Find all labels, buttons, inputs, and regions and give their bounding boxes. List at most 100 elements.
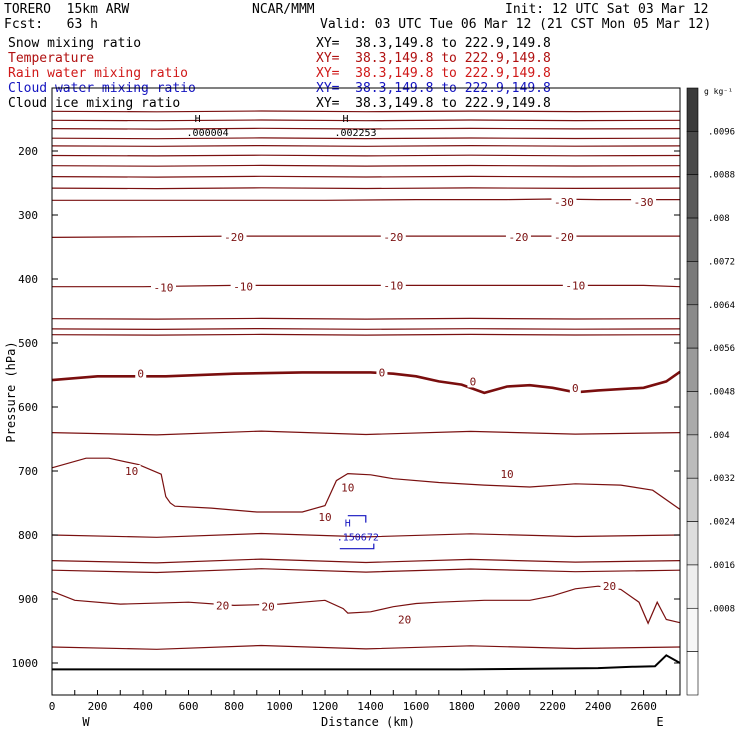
x-tick-label: 2000	[494, 700, 521, 713]
isotherm-line-10	[51, 457, 681, 513]
x-end-label-left: W	[82, 715, 90, 729]
isotherm-label-bg	[376, 366, 388, 379]
colorbar-swatch	[686, 607, 699, 652]
isotherm-line-0	[51, 370, 681, 395]
colorbar-swatch	[686, 304, 699, 349]
colorbar-swatch	[686, 261, 699, 306]
isotherm-label-bg	[505, 230, 531, 243]
colorbar-label: .004	[708, 431, 730, 441]
isotherm-label: -20	[224, 231, 244, 244]
isotherm-line	[51, 110, 681, 113]
plot-frame	[51, 87, 681, 696]
isotherm-label-bg	[380, 230, 406, 243]
isotherm-label-bg	[569, 381, 581, 394]
colorbar-swatch	[686, 477, 699, 522]
y-tick-label: 700	[18, 465, 38, 478]
x-tick-label: 200	[88, 700, 108, 713]
field-label-temperature: Temperature	[8, 51, 95, 66]
isotherm-label: -10	[233, 281, 253, 294]
valid-time: Valid: 03 UTC Tue 06 Mar 12 (21 CST Mon …	[320, 17, 712, 32]
x-tick-label: 1800	[448, 700, 475, 713]
init-time: Init: 12 UTC Sat 03 Mar 12	[505, 2, 709, 17]
field-xy-snow: XY= 38.3,149.8 to 222.9,149.8	[316, 36, 551, 51]
isotherm-label-bg	[467, 375, 479, 388]
y-tick-label: 400	[18, 273, 38, 286]
isotherm-line	[51, 154, 681, 157]
colorbar-unit: g kg⁻¹	[704, 87, 733, 96]
colorbar-swatch	[686, 391, 699, 436]
isotherm-label-bg	[122, 465, 141, 477]
colorbar-label: .008	[708, 214, 730, 224]
x-tick-label: 2600	[630, 700, 657, 713]
forecast-hour: Fcst: 63 h	[4, 17, 98, 32]
colorbar-label: .0064	[708, 301, 735, 311]
isotherm-label-bg	[600, 580, 619, 593]
org-title: NCAR/MMM	[252, 2, 315, 17]
x-tick-label: 2200	[539, 700, 566, 713]
field-xy-rain: XY= 38.3,149.8 to 222.9,149.8	[316, 66, 551, 81]
isotherm-label-bg	[150, 281, 176, 294]
x-tick-label: 800	[224, 700, 244, 713]
isotherm-label: 0	[137, 368, 144, 381]
isotherm-label-bg	[498, 468, 517, 481]
isotherm-label: 10	[318, 511, 331, 524]
label-layer: 10 10 10 10 0 0 0 0 -10 -10 -10 -10 -20 -20 -20 -20 -30 -…	[122, 114, 657, 626]
isotherm-label-bg	[395, 613, 414, 626]
y-tick-label: 800	[18, 529, 38, 542]
colorbar-label: .0008	[708, 604, 735, 614]
cloud-water-contour	[339, 543, 375, 550]
maximum-symbol: H	[343, 114, 349, 125]
colorbar-label: .0088	[708, 171, 735, 181]
colorbar-label: .0032	[708, 474, 735, 484]
isotherm-label-bg	[221, 230, 247, 243]
x-tick-label: 0	[49, 700, 56, 713]
isotherm-line	[51, 317, 681, 320]
isotherm-label: -20	[383, 231, 403, 244]
isotherm-line	[51, 430, 681, 436]
cloud-water-contour	[347, 515, 367, 523]
colorbar: .0096 .0088 .008 .0072 .0064 .0056 .0048 .004 .0…	[686, 87, 735, 696]
maximum-value: .000004	[187, 128, 229, 139]
isotherm-label: -20	[509, 231, 529, 244]
isotherm-line	[51, 144, 681, 147]
isotherm-label-bg	[259, 600, 278, 613]
isotherm-label-bg	[551, 196, 577, 209]
isotherm-line-m30	[52, 198, 680, 201]
ground-line	[52, 654, 681, 671]
isotherm-line-20	[51, 585, 681, 625]
colorbar-swatch	[686, 131, 699, 176]
colorbar-swatch	[686, 434, 699, 479]
isotherm-line	[51, 327, 681, 331]
x-tick-label: 1000	[266, 700, 293, 713]
isotherm-label-bg	[316, 511, 335, 524]
isotherm-line	[51, 137, 681, 140]
field-label-cloud-water: Cloud water mixing ratio	[8, 81, 196, 96]
isotherm-label: 20	[216, 599, 229, 612]
colorbar-swatch	[686, 174, 699, 219]
isotherm-line	[51, 187, 681, 190]
isotherm-label: -30	[554, 196, 574, 209]
field-label-cloud-ice: Cloud ice mixing ratio	[8, 96, 181, 111]
maximum-value: .002253	[334, 128, 376, 139]
colorbar-label: .0072	[708, 257, 735, 267]
y-tick-label: 900	[18, 593, 38, 606]
colorbar-label: .0096	[708, 127, 735, 137]
colorbar-label: .0024	[708, 518, 735, 528]
isotherm-label-bg	[213, 599, 232, 612]
colorbar-swatch	[686, 347, 699, 392]
x-tick-label: 1200	[312, 700, 339, 713]
colorbar-swatch	[686, 651, 699, 696]
x-tick-label: 400	[133, 700, 153, 713]
colorbar-swatch	[686, 87, 699, 132]
isotherm-line	[51, 558, 681, 564]
isotherm-label: -10	[565, 279, 585, 292]
isotherm-label: -20	[554, 231, 574, 244]
isotherm-line	[51, 164, 681, 167]
y-tick-label: 500	[18, 337, 38, 350]
colorbar-label: .0048	[708, 388, 735, 398]
isotherm-label-bg	[631, 196, 657, 209]
maximum-symbol: H	[195, 114, 201, 125]
isotherm-label: -30	[634, 196, 654, 209]
x-tick-label: 600	[179, 700, 199, 713]
